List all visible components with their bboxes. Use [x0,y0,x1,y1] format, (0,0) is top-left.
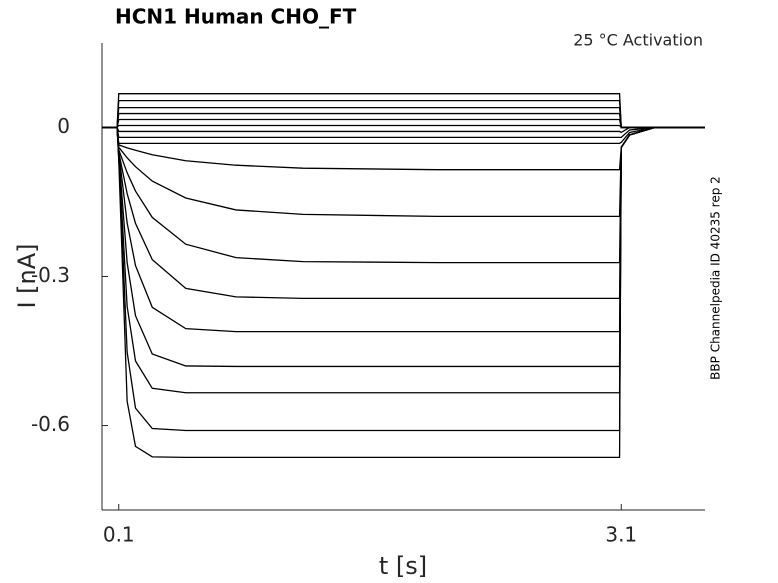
side-note: BBP Channelpedia ID 40235 rep 2 [709,176,723,380]
y-axis-label: I [nA] [13,243,41,308]
trace [102,118,705,129]
trace [102,124,705,129]
trace [102,126,705,394]
x-tick-label: 3.1 [605,523,637,547]
chart-title: HCN1 Human CHO_FT [115,5,357,29]
y-tick-label: 0 [57,114,70,138]
trace [102,126,705,432]
trace [102,93,705,129]
trace [102,126,705,264]
trace [102,126,705,218]
x-tick-label: 0.1 [103,523,135,547]
trace [102,126,705,300]
x-axis-label: t [s] [379,552,427,580]
y-tick-label: -0.6 [31,412,70,436]
trace [102,126,705,134]
trace [102,126,705,333]
trace [102,126,705,171]
trace [102,126,705,458]
trace [102,106,705,129]
annotation: 25 °C Activation [573,31,703,50]
y-tick-label: -0.3 [31,263,70,287]
trace [102,126,705,368]
trace [102,126,705,139]
trace [102,126,705,145]
